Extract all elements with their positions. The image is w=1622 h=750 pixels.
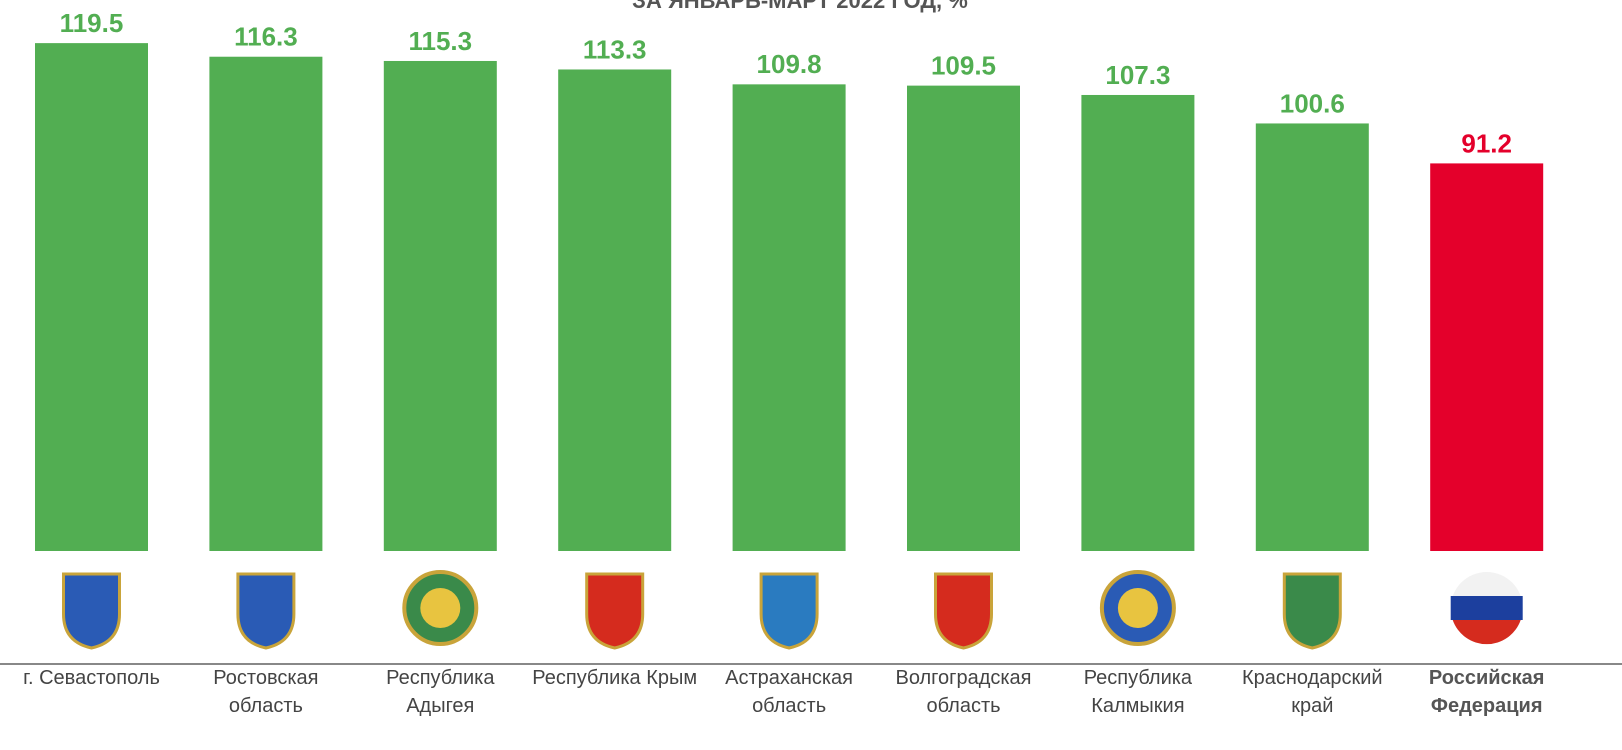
bar: [732, 84, 846, 551]
bar: [35, 43, 148, 551]
value-label: 109.8: [757, 49, 822, 79]
bar: [383, 60, 497, 551]
value-label: 107.3: [1105, 60, 1170, 90]
value-label: 100.6: [1280, 88, 1345, 118]
emblem: [934, 572, 993, 650]
x-tick-label: Республика Адыгея: [386, 667, 495, 717]
bar: [209, 56, 323, 551]
x-tick-label: Астраханская область: [725, 667, 854, 717]
x-tick-label: Краснодарский край: [1241, 667, 1383, 717]
emblem: [759, 572, 819, 650]
bar: [558, 69, 672, 551]
x-tick-label: Российская Федерация: [1428, 667, 1545, 717]
x-tick-label: Ростовская область: [213, 667, 319, 717]
value-label: 119.5: [60, 8, 124, 38]
emblem: [236, 572, 296, 650]
value-label: 109.5: [931, 51, 996, 81]
emblem: [62, 572, 121, 650]
x-tick-label: г. Севастополь: [23, 667, 160, 689]
emblem-inner: [1117, 588, 1158, 628]
value-label: 113.3: [583, 34, 647, 64]
emblem: [585, 572, 645, 650]
x-tick-label: Волгоградская область: [895, 667, 1032, 717]
emblem: [1282, 572, 1342, 650]
bar: [907, 85, 1020, 551]
value-label: 91.2: [1461, 128, 1512, 158]
flag-blue: [1450, 596, 1523, 620]
bar: [1255, 123, 1369, 551]
bar: [1081, 94, 1195, 551]
bar: [1430, 163, 1544, 551]
value-label: 116.3: [234, 22, 298, 52]
x-tick-label: Республика Крым: [532, 667, 698, 689]
emblem-inner: [420, 588, 461, 628]
flag-red: [1452, 620, 1521, 645]
value-label: 115.3: [408, 26, 472, 56]
chart-title: ЗА ЯНВАРЬ-МАРТ 2022 ГОД, %: [632, 0, 968, 13]
x-tick-label: Республика Калмыкия: [1083, 667, 1193, 717]
